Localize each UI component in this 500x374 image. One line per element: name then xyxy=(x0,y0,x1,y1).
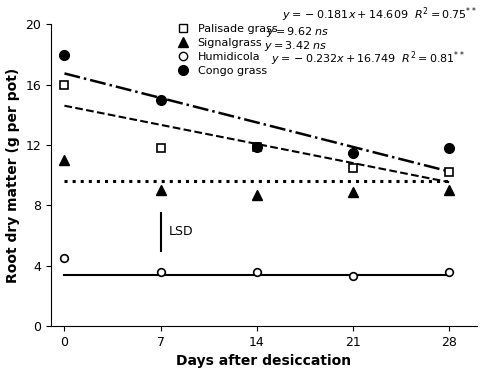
Legend: Palisade grass, Signalgrass, Humidicola, Congo grass: Palisade grass, Signalgrass, Humidicola,… xyxy=(172,24,278,76)
Text: $y = -0.181x + 14.609$  $R^2 = 0.75^{**}$: $y = -0.181x + 14.609$ $R^2 = 0.75^{**}$ xyxy=(282,6,477,24)
Text: $y = 3.42$ ns: $y = 3.42$ ns xyxy=(264,39,327,53)
Text: $y = 9.62$ ns: $y = 9.62$ ns xyxy=(266,25,329,39)
Text: LSD: LSD xyxy=(169,226,194,238)
Text: $y = -0.232x + 16.749$  $R^2 = 0.81^{**}$: $y = -0.232x + 16.749$ $R^2 = 0.81^{**}$ xyxy=(270,49,464,68)
X-axis label: Days after desiccation: Days after desiccation xyxy=(176,355,351,368)
Y-axis label: Root dry matter (g per pot): Root dry matter (g per pot) xyxy=(6,68,20,283)
